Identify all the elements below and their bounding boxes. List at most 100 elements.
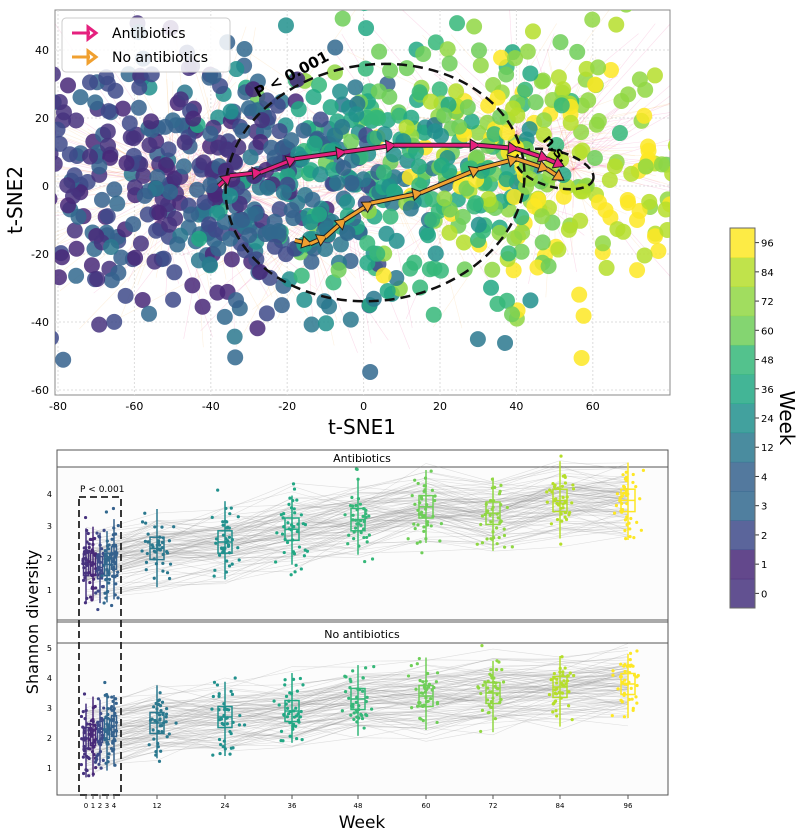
data-point <box>417 512 421 516</box>
sample-point <box>141 305 158 322</box>
data-point <box>144 568 148 572</box>
data-point <box>551 710 555 714</box>
data-point <box>96 553 100 557</box>
subject-line <box>85 702 629 766</box>
data-point <box>155 720 159 724</box>
sample-point <box>271 123 288 140</box>
sample-point <box>296 291 313 308</box>
sample-point <box>82 148 99 165</box>
colorbar-segment <box>730 432 755 463</box>
data-point <box>96 607 100 612</box>
data-point <box>99 717 103 721</box>
data-point <box>157 539 161 543</box>
sample-point <box>273 297 290 314</box>
sample-point <box>59 177 76 194</box>
data-point <box>94 766 98 770</box>
trajectory-arrowhead <box>551 168 565 181</box>
data-point <box>112 575 116 579</box>
sample-point <box>378 225 395 242</box>
data-point <box>98 543 102 547</box>
sample-point <box>247 205 264 222</box>
sample-point <box>259 179 276 196</box>
data-point <box>560 691 565 695</box>
data-point <box>545 490 549 494</box>
sample-point <box>60 77 77 94</box>
sample-point <box>590 59 607 76</box>
sample-point <box>162 183 179 200</box>
data-point <box>559 696 563 700</box>
x-axis-label: t-SNE1 <box>328 415 396 439</box>
sample-point <box>601 171 618 188</box>
data-point <box>628 664 632 668</box>
data-point <box>242 723 247 727</box>
data-point <box>414 687 418 691</box>
data-point <box>104 715 108 719</box>
sample-point <box>209 284 226 301</box>
x-tick-label: 1 <box>91 802 95 810</box>
sample-point <box>68 112 85 129</box>
sample-point <box>382 208 399 225</box>
data-point <box>225 559 229 563</box>
sample-point <box>172 91 189 108</box>
data-point <box>113 532 118 536</box>
data-point <box>620 700 624 704</box>
data-point <box>89 563 93 567</box>
sample-point <box>422 93 439 110</box>
data-point <box>221 744 225 749</box>
sample-point <box>0 78 16 94</box>
data-point <box>340 709 344 713</box>
data-point <box>480 541 485 545</box>
data-point <box>110 733 115 737</box>
data-point <box>421 691 425 695</box>
data-point <box>285 715 290 719</box>
data-point <box>498 489 502 493</box>
data-point <box>165 571 170 575</box>
data-point <box>555 517 560 522</box>
data-point <box>614 503 619 508</box>
data-point <box>227 708 231 712</box>
data-point <box>168 562 173 566</box>
data-point <box>90 731 94 735</box>
data-point <box>154 750 158 754</box>
data-point <box>489 699 494 704</box>
data-point <box>225 526 229 530</box>
sample-point <box>550 241 567 258</box>
data-point <box>155 707 159 711</box>
sample-point <box>608 16 625 33</box>
data-point <box>635 649 639 653</box>
sample-point <box>234 211 251 228</box>
data-point <box>93 760 98 764</box>
data-point <box>99 568 103 573</box>
data-point <box>479 691 483 696</box>
data-point <box>300 737 304 742</box>
colorbar-tick-label: 36 <box>761 385 774 396</box>
data-point <box>505 505 509 510</box>
sample-point <box>584 11 601 28</box>
data-point <box>622 664 626 668</box>
data-point <box>479 522 483 527</box>
data-point <box>151 728 155 732</box>
sample-point <box>527 94 544 111</box>
sample-point <box>456 261 473 278</box>
data-point <box>155 711 159 715</box>
data-point <box>230 692 235 696</box>
data-point <box>107 732 111 736</box>
data-point <box>639 528 643 532</box>
data-point <box>353 526 358 530</box>
sample-point <box>497 334 514 351</box>
data-point <box>110 695 114 699</box>
data-point <box>555 486 560 491</box>
data-point <box>502 533 507 538</box>
data-point <box>97 559 101 563</box>
sample-point <box>597 202 614 219</box>
data-point <box>90 537 95 542</box>
data-point <box>277 703 281 707</box>
sample-point <box>441 224 458 241</box>
data-point <box>416 481 420 486</box>
trajectory-arrowhead <box>333 218 347 231</box>
sample-point <box>72 89 89 106</box>
data-point <box>165 735 169 739</box>
data-point <box>100 585 105 589</box>
x-tick-label: -20 <box>278 400 296 413</box>
